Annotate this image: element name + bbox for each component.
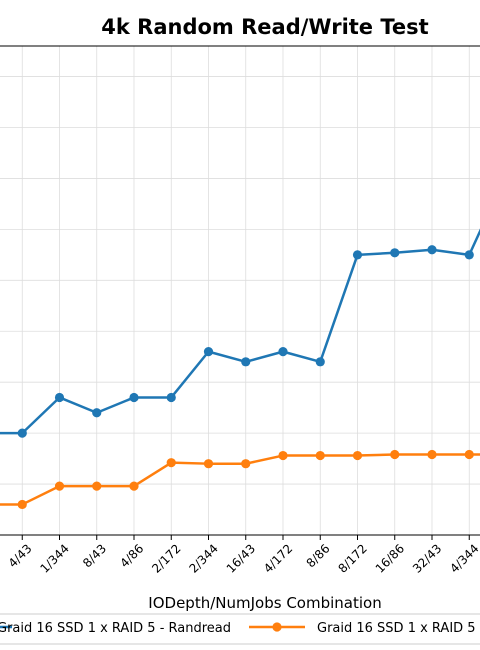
data-point xyxy=(315,450,325,461)
x-tick-label: 2/172 xyxy=(149,541,183,575)
series-line xyxy=(0,453,480,506)
x-tick-label: 4/43 xyxy=(6,541,35,570)
legend-item: Graid 16 SSD 1 x RAID 5 - Randwrite xyxy=(249,621,480,636)
x-tick-label: 4/344 xyxy=(447,541,480,575)
x-tick-label: 8/43 xyxy=(80,541,109,570)
data-point xyxy=(390,449,400,460)
data-point xyxy=(166,392,176,403)
data-point xyxy=(92,481,102,491)
data-point xyxy=(92,408,102,418)
legend: Graid 16 SSD 1 x RAID 5 - Randread Graid … xyxy=(0,613,480,645)
x-tick-label: 16/43 xyxy=(224,541,258,575)
data-point xyxy=(352,450,363,461)
data-point xyxy=(278,347,288,357)
data-point xyxy=(241,459,251,469)
data-point xyxy=(278,450,288,461)
legend-swatch-marker xyxy=(272,622,282,632)
legend-label: Graid 16 SSD 1 x RAID 5 - Randwrite xyxy=(317,621,480,636)
data-point xyxy=(352,250,363,260)
x-tick-label: 4/86 xyxy=(117,541,146,570)
series-2 xyxy=(0,449,480,510)
data-point xyxy=(427,245,437,255)
data-point xyxy=(166,458,176,468)
x-tick-label: 8/86 xyxy=(304,541,333,570)
series-layer xyxy=(0,228,480,510)
data-point xyxy=(241,357,251,367)
data-point xyxy=(464,449,474,460)
x-tick-label: 4/172 xyxy=(261,541,295,575)
x-tick-label: 8/172 xyxy=(335,541,369,575)
x-axis-label: IODepth/NumJobs Combination xyxy=(148,594,381,612)
axes: 2/434/431/3448/434/862/1722/34416/434/17… xyxy=(0,45,480,581)
chart-title: 4k Random Read/Write Test xyxy=(101,15,428,39)
data-point xyxy=(17,428,27,438)
series-1 xyxy=(0,228,480,438)
data-point xyxy=(17,499,27,510)
legend-label: Graid 16 SSD 1 x RAID 5 - Randread xyxy=(0,621,231,636)
data-point xyxy=(129,392,139,403)
data-point xyxy=(315,357,325,367)
data-point xyxy=(427,449,437,460)
grid xyxy=(0,46,480,536)
data-point xyxy=(129,481,139,491)
data-point xyxy=(203,347,214,357)
data-point xyxy=(390,248,400,258)
data-point xyxy=(54,481,65,491)
x-tick-label: 2/344 xyxy=(186,541,220,575)
legend-box xyxy=(0,613,480,645)
x-tick-label: 32/43 xyxy=(410,541,444,575)
series-line xyxy=(0,228,480,435)
legend-item: Graid 16 SSD 1 x RAID 5 - Randread xyxy=(0,621,231,636)
data-point xyxy=(54,392,65,403)
data-point xyxy=(464,250,474,260)
x-tick-label: 1/344 xyxy=(37,541,71,575)
x-tick-label: 16/86 xyxy=(373,541,407,575)
data-point xyxy=(203,459,214,469)
